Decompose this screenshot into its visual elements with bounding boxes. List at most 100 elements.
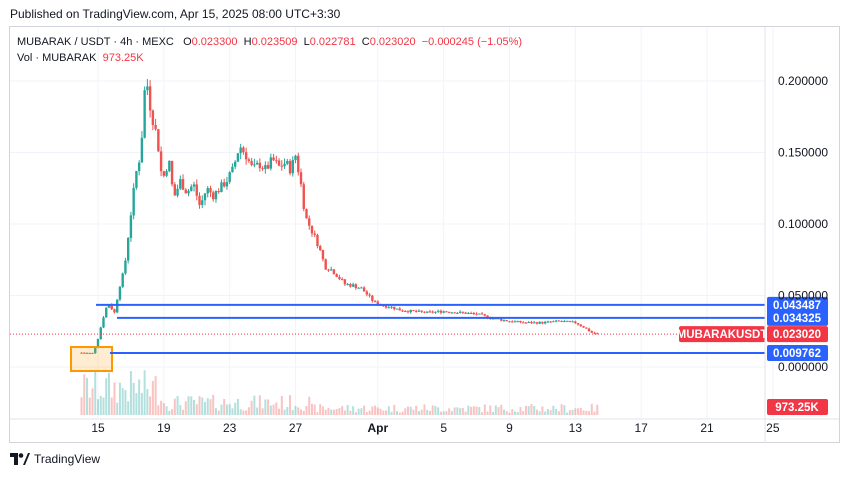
volume-bar [250, 400, 253, 415]
volume-bar [88, 397, 91, 415]
candles [80, 79, 599, 355]
volume-bar [289, 395, 292, 415]
candle-body [105, 307, 108, 318]
volume-bar [530, 404, 533, 415]
candle-body [187, 190, 190, 194]
candle-body [280, 165, 284, 167]
volume-bar [453, 407, 456, 415]
volume-bar [275, 402, 278, 415]
volume-bar [365, 411, 368, 415]
volume-bar [434, 405, 437, 415]
volume-bar [459, 408, 462, 415]
volume-bar [160, 400, 163, 415]
chart-frame[interactable] [9, 26, 840, 443]
volume-bar [286, 407, 289, 415]
candle-body [571, 321, 574, 323]
candle-body [327, 269, 330, 271]
candle-body [277, 160, 281, 166]
candle-body [83, 352, 86, 354]
candle-body [541, 321, 544, 324]
volume-bar [566, 412, 569, 415]
candle-body [415, 310, 418, 312]
candle-body [475, 313, 478, 315]
candle-body [351, 284, 355, 287]
volume-bar [94, 371, 97, 415]
candle-body [393, 306, 396, 310]
volume-bar [420, 409, 423, 415]
volume-bar [524, 405, 527, 415]
volume-bar [228, 404, 231, 415]
high-value: 0.023509 [251, 36, 298, 48]
volume-bar [398, 412, 401, 415]
candle-body [502, 320, 506, 322]
symbol-label[interactable]: MUBARAK / USDT · 4h · MEXC [17, 36, 174, 48]
tradingview-logo-icon [10, 453, 30, 465]
candle-body [390, 306, 393, 308]
candle-body [283, 163, 286, 167]
y-tick-label: 0.100000 [778, 217, 828, 231]
volume-bar [272, 404, 275, 415]
candle-body [384, 305, 388, 308]
volume-bar [431, 405, 434, 415]
x-tick-label: Apr [367, 421, 388, 435]
volume-bar [360, 408, 363, 415]
candle-body [549, 321, 552, 323]
candle-body [124, 260, 127, 274]
footer-brand[interactable]: TradingView [10, 452, 100, 466]
volume-bar [105, 378, 108, 415]
candle-body [480, 313, 484, 315]
candle-body [233, 161, 237, 167]
volume-bar [300, 409, 303, 415]
volume-bar [332, 409, 335, 415]
candle-body [181, 179, 185, 190]
candle-body [110, 304, 113, 310]
volume-bar [184, 401, 187, 415]
candle-body [258, 162, 262, 169]
volume-bar [354, 412, 357, 415]
volume-bar [470, 406, 473, 415]
volume-bar [193, 399, 196, 415]
volume-bar [516, 412, 519, 415]
candle-body [524, 322, 528, 324]
candle-body [439, 310, 443, 313]
candle-body [250, 160, 253, 165]
volume-bar [338, 408, 341, 415]
volume-bar [335, 409, 338, 415]
published-label: Published on TradingView.com, Apr 15, 20… [10, 7, 341, 21]
candle-body [343, 279, 347, 285]
volume-label[interactable]: Vol · MUBARAK [17, 52, 97, 64]
volume-bar [116, 402, 119, 415]
candle-body [140, 137, 144, 163]
candle-body [516, 320, 519, 322]
open-value: 0.023300 [191, 36, 238, 48]
candle-body [464, 312, 467, 314]
candle-body [154, 125, 157, 130]
candle-body [371, 295, 374, 301]
volume-bar [357, 408, 360, 415]
volume-bar [198, 396, 201, 415]
volume-bars [80, 370, 599, 415]
candle-body [574, 321, 577, 324]
symbol-tag-bg [679, 326, 765, 343]
volume-bar [588, 411, 591, 415]
volume-bar [264, 399, 267, 415]
volume-bar [173, 398, 176, 415]
candle-body [593, 332, 596, 334]
axes: 0.200000 0.150000 0.100000 0.050000 0.000000… [10, 27, 839, 443]
volume-bar [206, 398, 209, 415]
volume-bar [132, 382, 135, 415]
symbol-price-tag: MUBARAKUSDT [677, 326, 767, 343]
candle-body [426, 311, 429, 313]
candle-body [99, 327, 102, 340]
candle-body [201, 200, 204, 205]
volume-bar [110, 397, 113, 415]
volume-bar [83, 374, 86, 415]
candle-body [458, 311, 462, 313]
candle-body [291, 160, 294, 174]
candle-body [253, 164, 256, 166]
volume-bar [80, 397, 83, 415]
price-tag-text: 0.023020 [773, 329, 821, 341]
candle-body [272, 157, 275, 161]
